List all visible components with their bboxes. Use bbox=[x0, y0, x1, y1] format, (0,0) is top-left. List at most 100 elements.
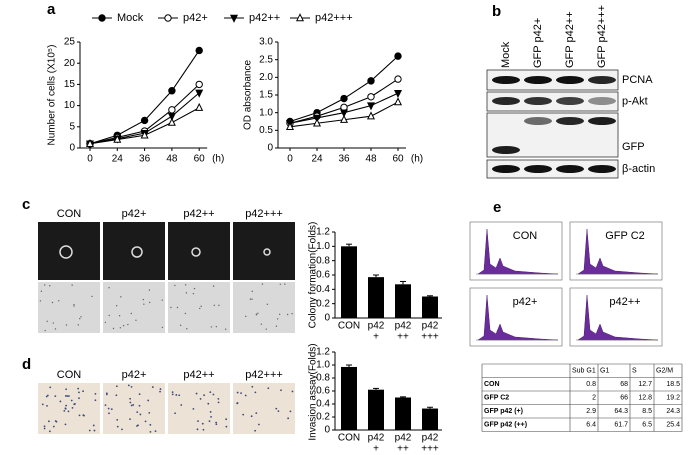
blot-band bbox=[492, 146, 520, 154]
cell-dot bbox=[209, 411, 212, 413]
cell-dot bbox=[148, 411, 151, 414]
cell-dot bbox=[74, 402, 76, 405]
cell-dot bbox=[159, 390, 161, 393]
cell-dot bbox=[144, 420, 147, 423]
cell-dot bbox=[215, 421, 218, 424]
cell-dot bbox=[52, 322, 55, 324]
cell-dot bbox=[122, 324, 125, 327]
cell-dot bbox=[58, 300, 60, 302]
cell-dot bbox=[176, 306, 179, 309]
cell-dot bbox=[224, 328, 227, 330]
colony bbox=[131, 246, 143, 258]
cell-dot bbox=[78, 397, 80, 400]
cell-dot bbox=[79, 317, 81, 320]
colony-image bbox=[168, 222, 230, 280]
table-cell: 12.8 bbox=[638, 395, 652, 402]
cell-dot bbox=[115, 394, 118, 397]
bar bbox=[368, 277, 384, 318]
cell-dot bbox=[195, 392, 198, 395]
table-cell: 25.4 bbox=[666, 422, 680, 429]
y-tick-label: 0.5 bbox=[259, 125, 273, 136]
x-tick-label: +++ bbox=[421, 332, 439, 343]
histogram-label: p42+ bbox=[513, 296, 538, 308]
blot-strip bbox=[486, 69, 619, 91]
x-tick-label: 24 bbox=[112, 154, 124, 165]
cell-dot bbox=[40, 290, 43, 292]
cell-dot bbox=[196, 428, 199, 431]
blot-band bbox=[524, 117, 552, 125]
point bbox=[195, 89, 204, 98]
table-cell: 64.3 bbox=[614, 408, 628, 415]
colony bbox=[59, 245, 73, 259]
histogram bbox=[477, 228, 559, 275]
cell-dot bbox=[71, 407, 74, 409]
cell-dot bbox=[184, 284, 187, 286]
plate-image bbox=[233, 282, 295, 333]
cell-dot bbox=[73, 304, 75, 306]
cell-dot bbox=[278, 313, 281, 316]
cell-dot bbox=[91, 295, 93, 298]
cell-dot bbox=[209, 391, 212, 394]
cell-dot bbox=[130, 312, 133, 315]
y-tick-label: 5 bbox=[69, 121, 75, 132]
colony bbox=[191, 247, 201, 257]
blot-band bbox=[556, 76, 584, 84]
cell-dot bbox=[277, 410, 280, 412]
panel-letter: d bbox=[22, 356, 31, 373]
cell-dot bbox=[110, 408, 113, 411]
blot-band bbox=[588, 97, 616, 105]
cell-dot bbox=[218, 304, 220, 307]
bar bbox=[422, 408, 438, 430]
cell-dot bbox=[147, 399, 150, 402]
blot-band bbox=[588, 76, 616, 84]
cell-dot bbox=[149, 431, 152, 433]
cell-dot bbox=[217, 401, 220, 404]
cell-dot bbox=[88, 429, 91, 432]
cell-dot bbox=[255, 412, 258, 415]
cell-dot bbox=[207, 402, 210, 405]
point bbox=[367, 77, 375, 85]
cell-dot bbox=[208, 420, 211, 423]
point bbox=[394, 52, 402, 60]
point bbox=[295, 13, 305, 22]
cell-dot bbox=[118, 315, 121, 317]
x-tick-label: p42 bbox=[368, 321, 385, 332]
x-tick-label: CON bbox=[338, 433, 360, 444]
point bbox=[340, 94, 348, 103]
cell-dot bbox=[44, 284, 46, 286]
point bbox=[140, 130, 149, 139]
blot-band bbox=[556, 97, 584, 105]
colony bbox=[263, 248, 271, 256]
cell-dot bbox=[59, 400, 62, 403]
x-tick-label: 48 bbox=[166, 154, 178, 165]
cell-dot bbox=[215, 423, 218, 426]
point bbox=[366, 102, 376, 111]
cell-dot bbox=[92, 424, 95, 427]
cell-dot bbox=[77, 324, 79, 326]
cell-dot bbox=[64, 407, 67, 410]
image-label: p42+++ bbox=[245, 369, 283, 381]
cell-dot bbox=[171, 393, 174, 396]
lane-label: Mock bbox=[500, 41, 512, 68]
cell-dot bbox=[203, 394, 205, 397]
cell-dot bbox=[265, 328, 267, 330]
cell-dot bbox=[251, 385, 254, 388]
y-tick-label: 0.2 bbox=[316, 298, 330, 309]
cell-dot bbox=[143, 303, 145, 305]
cell-dot bbox=[121, 428, 123, 431]
table-header: G1 bbox=[600, 368, 609, 375]
cell-dot bbox=[174, 412, 176, 415]
y-tick-label: 20 bbox=[64, 58, 76, 69]
cell-dot bbox=[71, 284, 73, 286]
protein-label: GFP bbox=[622, 141, 645, 153]
x-tick-label: ++ bbox=[397, 332, 409, 343]
point bbox=[393, 90, 403, 99]
cell-dot bbox=[129, 401, 132, 404]
cell-dot bbox=[284, 283, 286, 285]
cell-dot bbox=[261, 283, 264, 285]
cell-dot bbox=[200, 305, 202, 308]
cell-dot bbox=[44, 329, 46, 332]
cell-dot bbox=[257, 312, 259, 314]
cell-dot bbox=[104, 321, 107, 324]
point bbox=[168, 106, 176, 114]
